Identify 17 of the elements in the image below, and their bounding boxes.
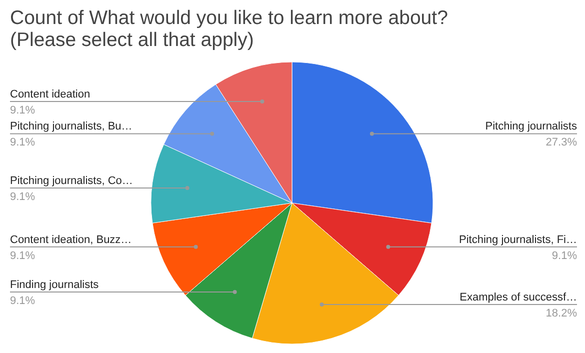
data-label: 18.2% [546,307,578,320]
data-label: 9.1% [552,250,578,262]
data-label: 27.3% [546,136,578,149]
slice-label: Content ideation, Buzz… [10,234,132,246]
slice-label: Pitching journalists [485,120,578,133]
slice-label: Pitching journalists, Bu… [10,120,132,133]
slice-label: Pitching journalists, Co… [10,174,133,187]
slice-label: Content ideation [10,88,90,101]
slice-label: Examples of successf… [460,291,577,304]
slice-label: Pitching journalists, Fi… [459,234,577,246]
chart-title: Count of What would you like to learn more about? (Please select all that apply) [10,7,448,51]
slice-label: Finding journalists [10,278,100,291]
data-label: 9.1% [10,190,36,203]
data-label: 9.1% [10,250,36,262]
data-label: 9.1% [10,104,36,117]
data-label: 9.1% [10,294,36,307]
data-label: 9.1% [10,136,36,149]
